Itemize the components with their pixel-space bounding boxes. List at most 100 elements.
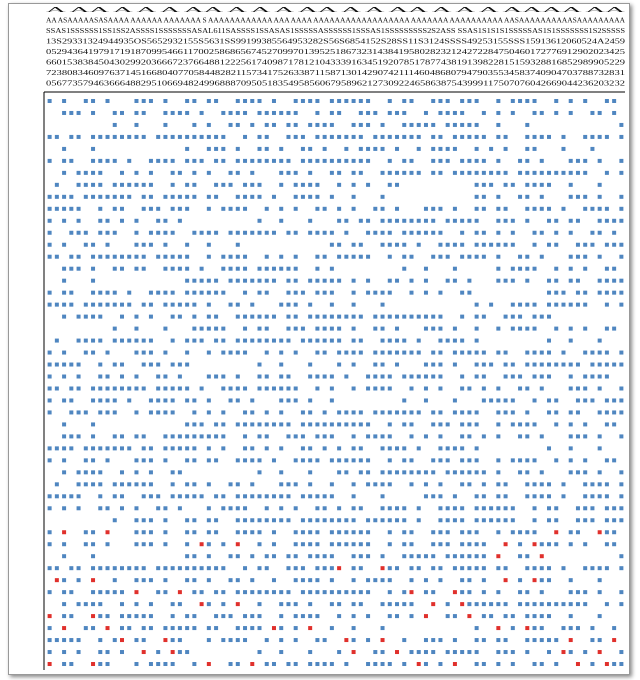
- cell-dot: [293, 134, 298, 139]
- cell-dot: [315, 194, 320, 199]
- cell-dot: [518, 386, 523, 391]
- cell-dot: [612, 98, 617, 103]
- cell-dot: [192, 170, 197, 175]
- cell-dot: [235, 626, 240, 631]
- cell-dot: [525, 158, 530, 163]
- cell-dot: [243, 338, 248, 343]
- cell-dot: [105, 254, 110, 259]
- cell-dot: [409, 314, 414, 319]
- cell-dot: [322, 434, 327, 439]
- cell-dot: [474, 458, 479, 463]
- cell-dot: [438, 254, 443, 259]
- cell-dot: [156, 506, 161, 511]
- cell-dot: [380, 242, 385, 247]
- cell-dot: [452, 494, 457, 499]
- cell-dot: [257, 494, 262, 499]
- cell-dot: [83, 338, 88, 343]
- cell-dot: [192, 434, 197, 439]
- cell-dot: [192, 494, 197, 499]
- cell-dot: [583, 506, 588, 511]
- cell-dot: [329, 278, 334, 283]
- cell-dot: [148, 230, 153, 235]
- cell-dot: [119, 362, 124, 367]
- cell-dot: [380, 326, 385, 331]
- cell-dot: [192, 158, 197, 163]
- cell-dot: [597, 278, 602, 283]
- cell-dot: [547, 206, 552, 211]
- cell-dot: [525, 302, 530, 307]
- cell-dot: [119, 638, 124, 643]
- cell-dot: [214, 194, 219, 199]
- cell-dot: [496, 518, 501, 523]
- cell-dot: [69, 446, 74, 451]
- cell-dot: [380, 134, 385, 139]
- cell-dot: [568, 386, 573, 391]
- cell-dot: [395, 338, 400, 343]
- cell-dot: [554, 290, 559, 295]
- cell-dot: [308, 626, 313, 631]
- cell-dot: [366, 578, 371, 583]
- cell-dot: [423, 230, 428, 235]
- cell-dot: [322, 314, 327, 319]
- cell-dot: [76, 386, 81, 391]
- cell-dot: [597, 134, 602, 139]
- cell-dot: [199, 158, 204, 163]
- cell-dot: [380, 314, 385, 319]
- cell-dot: [134, 578, 139, 583]
- cell-dot: [228, 614, 233, 619]
- cell-dot: [568, 650, 573, 655]
- cell-dot: [532, 362, 537, 367]
- cell-dot: [554, 662, 559, 667]
- cell-dot: [416, 350, 421, 355]
- cell-dot: [98, 170, 103, 175]
- cell-dot: [337, 134, 342, 139]
- cell-dot: [380, 290, 385, 295]
- cell-dot: [221, 494, 226, 499]
- cell-dot: [344, 350, 349, 355]
- cell-dot: [387, 602, 392, 607]
- cell-dot: [206, 194, 211, 199]
- cell-dot: [612, 530, 617, 535]
- cell-dot: [496, 638, 501, 643]
- cell-dot: [612, 638, 617, 643]
- cell-dot: [431, 326, 436, 331]
- cell-dot: [510, 650, 515, 655]
- cell-dot: [452, 266, 457, 271]
- cell-dot: [228, 278, 233, 283]
- cell-dot: [279, 338, 284, 343]
- cell-dot: [539, 374, 544, 379]
- cell-dot: [148, 314, 153, 319]
- cell-dot: [308, 218, 313, 223]
- cell-dot: [185, 530, 190, 535]
- cell-dot: [612, 278, 617, 283]
- cell-dot: [329, 530, 334, 535]
- cell-dot: [416, 518, 421, 523]
- cell-dot: [590, 518, 595, 523]
- cell-dot: [568, 302, 573, 307]
- cell-dot: [532, 422, 537, 427]
- cell-dot: [243, 422, 248, 427]
- cell-dot: [503, 602, 508, 607]
- cell-dot: [98, 314, 103, 319]
- cell-dot: [98, 362, 103, 367]
- cell-dot: [76, 266, 81, 271]
- cell-dot: [69, 386, 74, 391]
- cell-dot: [235, 122, 240, 127]
- cell-dot: [358, 350, 363, 355]
- cell-dot: [47, 530, 52, 535]
- cell-dot: [105, 218, 110, 223]
- cell-dot: [510, 458, 515, 463]
- cell-dot: [590, 146, 595, 151]
- cell-dot: [402, 254, 407, 259]
- cell-dot: [445, 602, 450, 607]
- cell-dot: [481, 194, 486, 199]
- cell-dot: [47, 626, 52, 631]
- cell-dot: [105, 158, 110, 163]
- cell-dot: [141, 614, 146, 619]
- cell-dot: [575, 410, 580, 415]
- cell-dot: [351, 494, 356, 499]
- cell-dot: [366, 254, 371, 259]
- cell-dot: [597, 530, 602, 535]
- cell-dot: [293, 326, 298, 331]
- cell-dot: [358, 542, 363, 547]
